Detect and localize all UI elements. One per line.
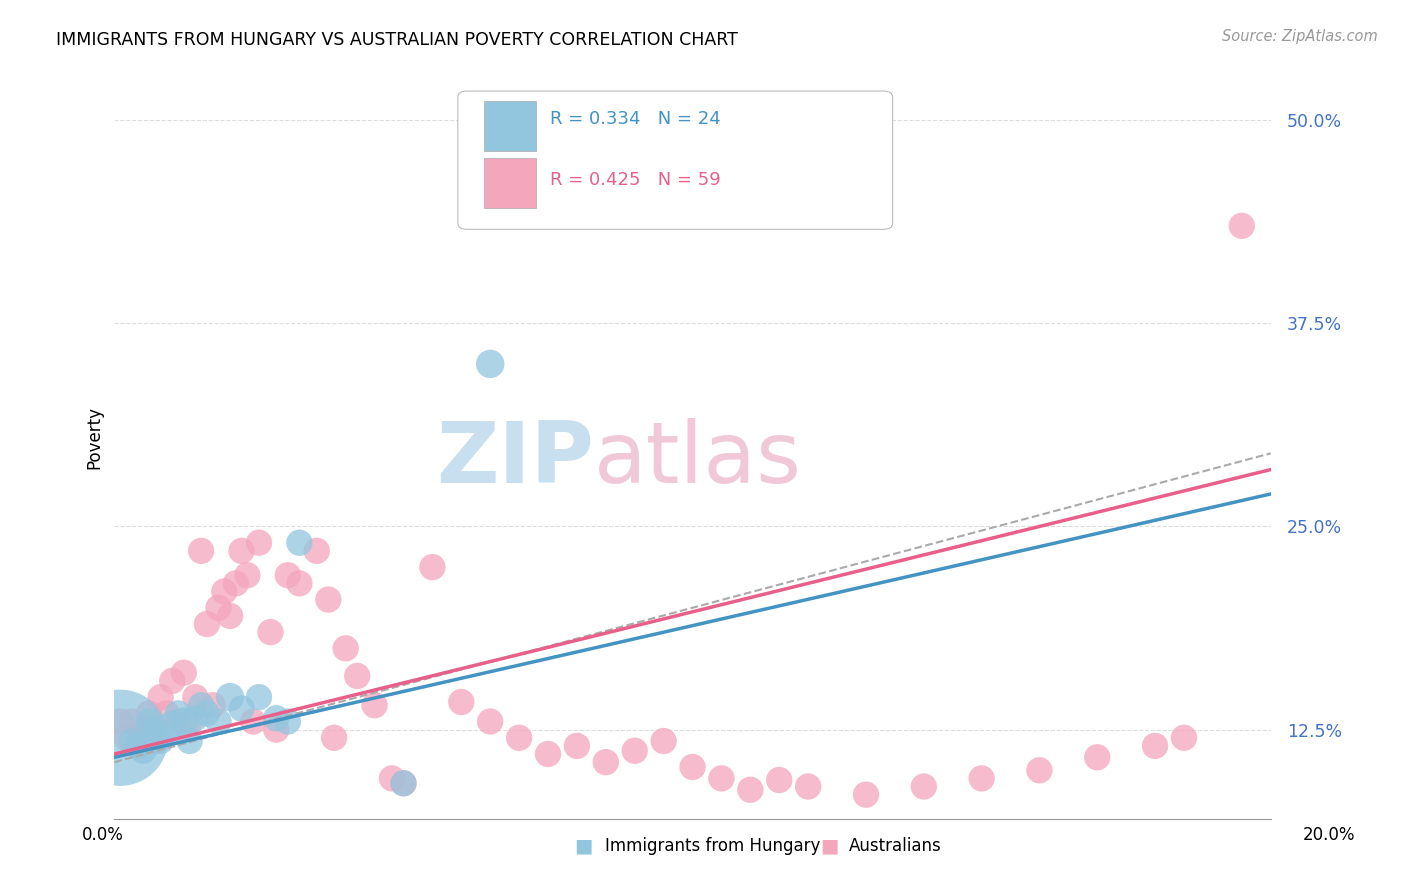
Point — [652, 734, 675, 748]
Point — [231, 701, 253, 715]
Point — [143, 723, 166, 737]
Point — [335, 641, 357, 656]
Point — [682, 760, 704, 774]
Point — [537, 747, 560, 761]
Y-axis label: Poverty: Poverty — [86, 406, 103, 468]
Point — [132, 723, 155, 737]
Point — [768, 772, 790, 787]
Point — [214, 584, 236, 599]
Point — [392, 776, 415, 790]
Point — [121, 734, 143, 748]
Bar — [485, 158, 537, 208]
Point — [173, 714, 195, 729]
Point — [173, 665, 195, 680]
Point — [167, 706, 190, 721]
Point — [155, 706, 177, 721]
Point — [1028, 764, 1050, 778]
Point — [242, 714, 264, 729]
Point — [138, 706, 160, 721]
Text: R = 0.425   N = 59: R = 0.425 N = 59 — [550, 170, 721, 188]
Point — [236, 568, 259, 582]
Point — [225, 576, 247, 591]
Point — [912, 780, 935, 794]
Point — [346, 669, 368, 683]
Point — [1144, 739, 1167, 753]
Point — [167, 714, 190, 729]
Point — [115, 731, 138, 745]
Point — [740, 782, 762, 797]
FancyBboxPatch shape — [458, 91, 893, 229]
Point — [149, 734, 172, 748]
Point — [219, 608, 242, 623]
Point — [149, 690, 172, 705]
Point — [277, 568, 299, 582]
Point — [247, 535, 270, 549]
Text: ■: ■ — [574, 836, 593, 855]
Point — [623, 744, 645, 758]
Point — [143, 734, 166, 748]
Point — [266, 711, 288, 725]
Point — [179, 714, 201, 729]
Point — [710, 772, 733, 786]
Point — [565, 739, 588, 753]
Point — [450, 695, 472, 709]
Point — [381, 772, 404, 786]
Point — [508, 731, 530, 745]
Bar — [485, 101, 537, 151]
Point — [259, 625, 281, 640]
Point — [479, 357, 502, 371]
Point — [184, 711, 207, 725]
Point — [190, 544, 212, 558]
Point — [595, 755, 617, 769]
Point — [195, 706, 218, 721]
Point — [195, 617, 218, 632]
Point — [121, 714, 143, 729]
Point — [323, 731, 346, 745]
Point — [207, 600, 229, 615]
Point — [970, 772, 993, 786]
Point — [201, 698, 224, 713]
Point — [160, 673, 183, 688]
Point — [363, 698, 385, 713]
Text: 0.0%: 0.0% — [82, 826, 124, 844]
Point — [422, 560, 444, 574]
Point — [179, 734, 201, 748]
Point — [266, 723, 288, 737]
Point — [184, 690, 207, 705]
Point — [127, 739, 149, 753]
Point — [1085, 750, 1108, 764]
Point — [155, 727, 177, 741]
Point — [160, 718, 183, 732]
Point — [231, 544, 253, 558]
Point — [132, 744, 155, 758]
Point — [219, 690, 242, 705]
Point — [277, 714, 299, 729]
Point — [190, 698, 212, 713]
Point — [479, 714, 502, 729]
Text: Source: ZipAtlas.com: Source: ZipAtlas.com — [1222, 29, 1378, 44]
Text: Immigrants from Hungary: Immigrants from Hungary — [605, 837, 820, 855]
Point — [207, 714, 229, 729]
Point — [305, 544, 328, 558]
Point — [1230, 219, 1253, 233]
Point — [247, 690, 270, 705]
Text: IMMIGRANTS FROM HUNGARY VS AUSTRALIAN POVERTY CORRELATION CHART: IMMIGRANTS FROM HUNGARY VS AUSTRALIAN PO… — [56, 31, 738, 49]
Point — [797, 780, 820, 794]
Point — [318, 592, 340, 607]
Point — [855, 788, 877, 802]
Point — [127, 739, 149, 753]
Point — [288, 576, 311, 591]
Text: 20.0%: 20.0% — [1302, 826, 1355, 844]
Point — [108, 714, 131, 729]
Text: ■: ■ — [820, 836, 839, 855]
Text: R = 0.334   N = 24: R = 0.334 N = 24 — [550, 110, 721, 128]
Point — [392, 776, 415, 790]
Text: atlas: atlas — [595, 418, 803, 501]
Point — [288, 535, 311, 549]
Point — [138, 714, 160, 729]
Text: ZIP: ZIP — [436, 418, 595, 501]
Point — [108, 731, 131, 745]
Text: Australians: Australians — [849, 837, 942, 855]
Point — [1173, 731, 1195, 745]
